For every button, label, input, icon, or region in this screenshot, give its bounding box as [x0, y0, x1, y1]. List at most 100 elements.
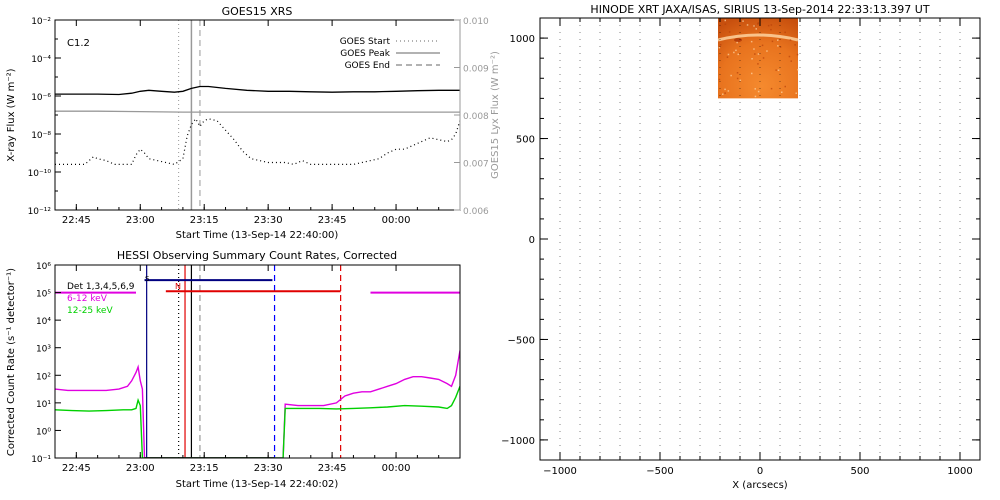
xrt-x-label: X (arcsecs) [732, 480, 788, 491]
hessi-y-axis: 10⁻¹ 10⁰ 10¹ 10² 10³ 10⁴ 10⁵ 10⁶ [31, 262, 61, 465]
xrt-y-tick-label: 1000 [510, 34, 535, 45]
goes-x-tick-label: 00:00 [382, 215, 411, 226]
xrt-texture-speck [754, 53, 756, 55]
xrt-texture-speck [766, 50, 768, 52]
xrt-image [717, 18, 799, 99]
hessi-x-label: Start Time (13-Sep-14 22:40:02) [176, 479, 339, 490]
goes-y-axis: 10⁻¹² 10⁻¹⁰ 10⁻⁸ 10⁻⁶ 10⁻⁴ 10⁻² [28, 17, 61, 217]
xrt-texture-speck [777, 69, 780, 71]
hessi-legend-label: Det 1,3,4,5,6,9 [67, 282, 135, 292]
xrt-texture-speck [779, 46, 782, 48]
xrt-texture-speck [751, 72, 753, 75]
xrt-texture-speck [718, 46, 721, 49]
xrt-texture-speck [777, 39, 779, 41]
hessi-x-tick-label: 23:45 [318, 463, 347, 474]
goes-y-tick-label: 10⁻¹² [28, 207, 52, 217]
hessi-legend-label: 12-25 keV [67, 306, 113, 316]
xrt-texture-speck [753, 48, 755, 50]
xrt-texture-speck [757, 53, 760, 55]
xrt-texture-speck [724, 92, 726, 94]
xrt-x-tick-label: −500 [646, 466, 673, 477]
xrt-texture-speck [727, 53, 730, 56]
hessi-title: HESSI Observing Summary Count Rates, Cor… [117, 249, 397, 262]
xrt-texture-speck [790, 60, 792, 62]
hessi-panel: HESSI Observing Summary Count Rates, Cor… [6, 249, 461, 490]
xrt-texture-speck [735, 49, 737, 52]
xrt-texture-speck [788, 55, 791, 58]
goes-series-1 [55, 110, 460, 113]
goes-class-annotation: C1.2 [67, 38, 90, 49]
hessi-x-tick-label: 23:15 [190, 463, 219, 474]
hessi-y-tick-label: 10⁶ [36, 262, 51, 272]
xrt-texture-speck [777, 45, 779, 47]
xrt-texture-speck [771, 40, 774, 43]
hessi-x-tick-label: 22:45 [62, 463, 91, 474]
goes-y-tick-label: 10⁻¹⁰ [28, 169, 52, 179]
xrt-texture-speck [757, 22, 759, 24]
xrt-x-tick-label: 1000 [947, 466, 972, 477]
xrt-texture-speck [722, 93, 724, 95]
hessi-x-tick-label: 23:30 [254, 463, 283, 474]
hessi-plot-frame [54, 264, 461, 459]
hessi-legend: Det 1,3,4,5,6,9 S 6-12 keV 12-25 keV [67, 275, 150, 316]
xrt-texture-speck [726, 56, 729, 58]
xrt-texture-speck [784, 85, 786, 88]
xrt-texture-speck [754, 88, 756, 90]
hessi-y-tick-label: 10³ [36, 345, 51, 355]
xrt-texture-speck [736, 72, 739, 74]
hessi-legend-superscript: S [145, 275, 150, 283]
xrt-texture-speck [781, 91, 783, 93]
hessi-x-tick-label: 00:00 [382, 463, 411, 474]
xrt-texture-speck [754, 95, 757, 98]
goes-legend-label: GOES Start [340, 37, 391, 47]
goes-y2-tick-label: 0.006 [463, 207, 489, 217]
hessi-y-tick-label: 10¹ [36, 400, 51, 410]
goes-panel: GOES15 XRS 22:45 23:00 23:15 23:30 23:45 00:0… [6, 5, 501, 241]
goes-legend: GOES Start GOES Peak GOES End [340, 37, 440, 71]
xrt-texture-speck [794, 44, 796, 46]
goes-x-tick-label: 23:00 [126, 215, 155, 226]
xrt-texture-speck [795, 92, 797, 94]
goes-legend-label: GOES End [345, 61, 390, 71]
xrt-texture-speck [724, 19, 726, 22]
goes-y-tick-label: 10⁻⁶ [31, 93, 51, 103]
xrt-texture-speck [796, 53, 799, 56]
xrt-texture-speck [757, 23, 759, 25]
xrt-texture-speck [746, 24, 749, 26]
xrt-texture-speck [719, 44, 722, 46]
goes-plot-frame [54, 19, 461, 211]
goes-series [55, 85, 460, 166]
xrt-texture-speck [770, 24, 773, 26]
xrt-texture-speck [736, 41, 738, 44]
goes-event-lines [178, 20, 201, 210]
xrt-texture-speck [757, 63, 759, 65]
goes-y2-axis: 0.006 0.007 0.008 0.009 0.010 [454, 17, 489, 217]
goes-x-tick-label: 23:30 [254, 215, 283, 226]
goes-legend-label: GOES Peak [340, 49, 390, 59]
goes-x-tick-label: 23:45 [318, 215, 347, 226]
xrt-y-tick-label: −500 [508, 335, 535, 346]
xrt-texture-speck [753, 25, 755, 27]
hessi-legend-label: 6-12 keV [67, 294, 108, 304]
xrt-texture-speck [751, 58, 753, 60]
hessi-segments [55, 279, 460, 294]
xrt-x-tick-label: −1000 [543, 466, 577, 477]
xrt-y-tick-label: 0 [529, 235, 535, 246]
goes-series-0 [55, 85, 460, 96]
xrt-title: HINODE XRT JAXA/ISAS, SIRIUS 13-Sep-2014… [590, 3, 929, 16]
xrt-texture-speck [789, 39, 792, 41]
hessi-series-0 [55, 350, 460, 458]
xrt-texture-speck [718, 78, 721, 81]
xrt-texture-speck [761, 44, 764, 47]
goes-x-axis: 22:45 23:00 23:15 23:30 23:45 00:00 [54, 20, 461, 226]
xrt-x-axis: −1000 −500 0 500 1000 [539, 18, 981, 477]
xrt-texture-speck [755, 28, 757, 30]
goes-series-2 [55, 117, 460, 166]
goes-y2-tick-label: 0.008 [463, 112, 489, 122]
goes-x-label: Start Time (13-Sep-14 22:40:00) [176, 230, 339, 241]
xrt-panel: HINODE XRT JAXA/ISAS, SIRIUS 13-Sep-2014… [501, 3, 981, 491]
xrt-texture-speck [728, 31, 731, 33]
hessi-vlines [146, 265, 342, 458]
xrt-texture-speck [736, 77, 739, 80]
